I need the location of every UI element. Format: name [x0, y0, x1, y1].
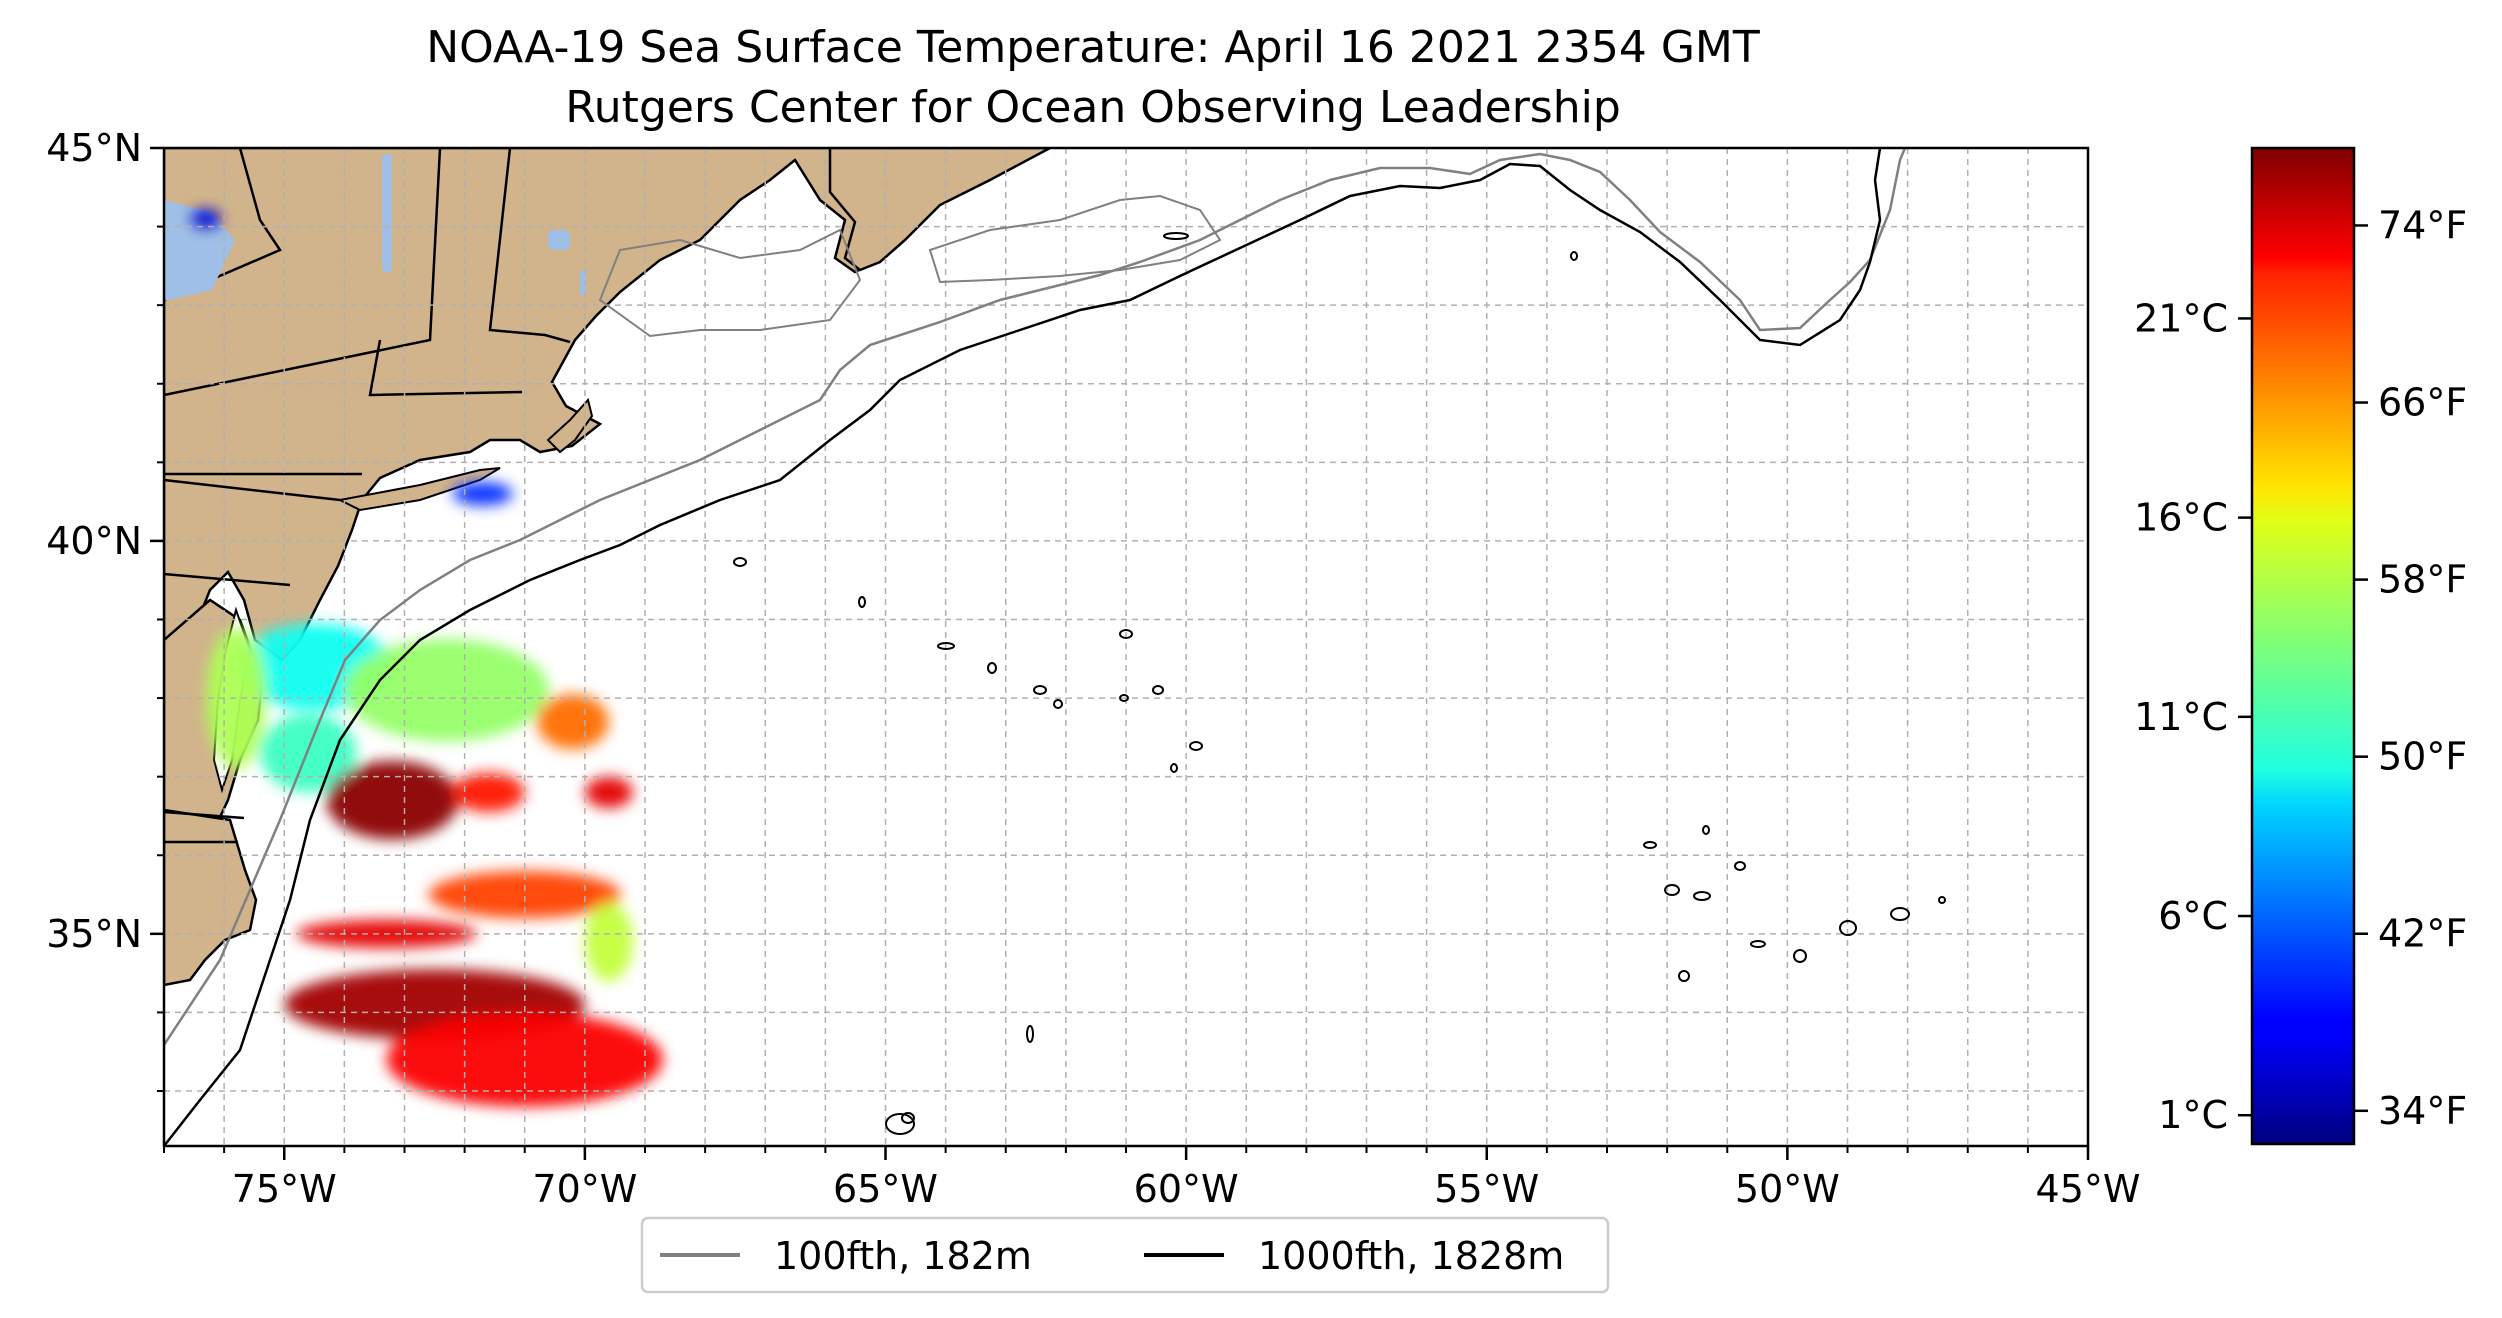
lake-winnipesaukee — [580, 270, 586, 296]
legend-label-1000fth: 1000fth, 1828m — [1258, 1234, 1564, 1278]
sst-patch — [344, 639, 549, 742]
sst-patch — [536, 694, 609, 750]
map-axes: 75°W 70°W 65°W 60°W 55°W 50°W 45°W 45°N 40°N 35°N — [46, 126, 2140, 1211]
isobath-100fth-line — [164, 148, 1907, 1046]
colorbar-celsius-label: 11°C — [2134, 695, 2228, 739]
land-us-coast — [164, 148, 1051, 723]
sst-patch — [191, 209, 222, 229]
y-tick-label: 35°N — [46, 912, 142, 956]
sst-patch — [428, 870, 621, 919]
colorbar-gradient — [2252, 148, 2354, 1144]
colorbar-celsius-label: 21°C — [2134, 296, 2228, 340]
chart-title-line2: Rutgers Center for Ocean Observing Leade… — [565, 82, 1621, 133]
legend-box — [640, 1216, 1610, 1294]
isobath-100fth-gulf-maine — [598, 228, 862, 338]
colorbar: 21°C 16°C 11°C 6°C 1°C 74°F 66°F 58°F 50°F 42°F 34… — [2134, 146, 2467, 1146]
sst-patch — [326, 760, 459, 840]
colorbar-fahrenheit-label: 74°F — [2378, 203, 2467, 247]
lake-finger — [548, 230, 570, 250]
x-tick-label: 65°W — [833, 1167, 938, 1211]
sst-patch — [452, 481, 513, 506]
colorbar-fahrenheit-label: 50°F — [2378, 735, 2467, 779]
land-north-carolina — [164, 808, 258, 987]
legend-label-100fth: 100fth, 182m — [774, 1234, 1032, 1278]
sst-patch — [206, 627, 267, 769]
map-panel — [164, 148, 2088, 1146]
seamounts — [733, 232, 1946, 1135]
colorbar-fahrenheit-label: 58°F — [2378, 558, 2467, 602]
x-tick-label: 50°W — [1735, 1167, 1840, 1211]
x-tick-label: 55°W — [1434, 1167, 1539, 1211]
isobath-1000fth-line — [164, 148, 1882, 1146]
graticule-grid — [164, 148, 2088, 1146]
isobath-100fth-georges — [928, 194, 1222, 284]
colorbar-celsius-label: 1°C — [2158, 1093, 2228, 1137]
colorbar-ticks: 21°C 16°C 11°C 6°C 1°C 74°F 66°F 58°F 50°F 42°F 34… — [2134, 203, 2467, 1137]
colorbar-fahrenheit-label: 66°F — [2378, 381, 2467, 425]
y-tick-label: 45°N — [46, 126, 142, 170]
colorbar-celsius-label: 6°C — [2158, 894, 2228, 938]
x-tick-label: 60°W — [1134, 1167, 1239, 1211]
chart-title-line1: NOAA-19 Sea Surface Temperature: April 1… — [426, 22, 1760, 73]
legend: 100fth, 182m 1000fth, 1828m — [640, 1216, 1610, 1294]
sst-patch — [584, 776, 633, 809]
x-tick-label: 70°W — [532, 1167, 637, 1211]
sst-patch — [452, 772, 525, 813]
x-tick-label: 45°W — [2036, 1167, 2141, 1211]
lake-champlain — [382, 154, 392, 272]
sst-patch — [386, 1012, 664, 1107]
colorbar-fahrenheit-label: 34°F — [2378, 1089, 2467, 1133]
cape-cod — [546, 397, 594, 454]
colorbar-fahrenheit-label: 42°F — [2378, 912, 2467, 956]
sst-patch — [584, 902, 633, 981]
state-boundaries — [164, 148, 571, 844]
colorbar-celsius-label: 16°C — [2134, 496, 2228, 540]
long-island — [336, 467, 501, 512]
colorbar-frame — [2250, 146, 2356, 1146]
x-tick-label: 75°W — [232, 1167, 337, 1211]
y-tick-label: 40°N — [46, 519, 142, 563]
